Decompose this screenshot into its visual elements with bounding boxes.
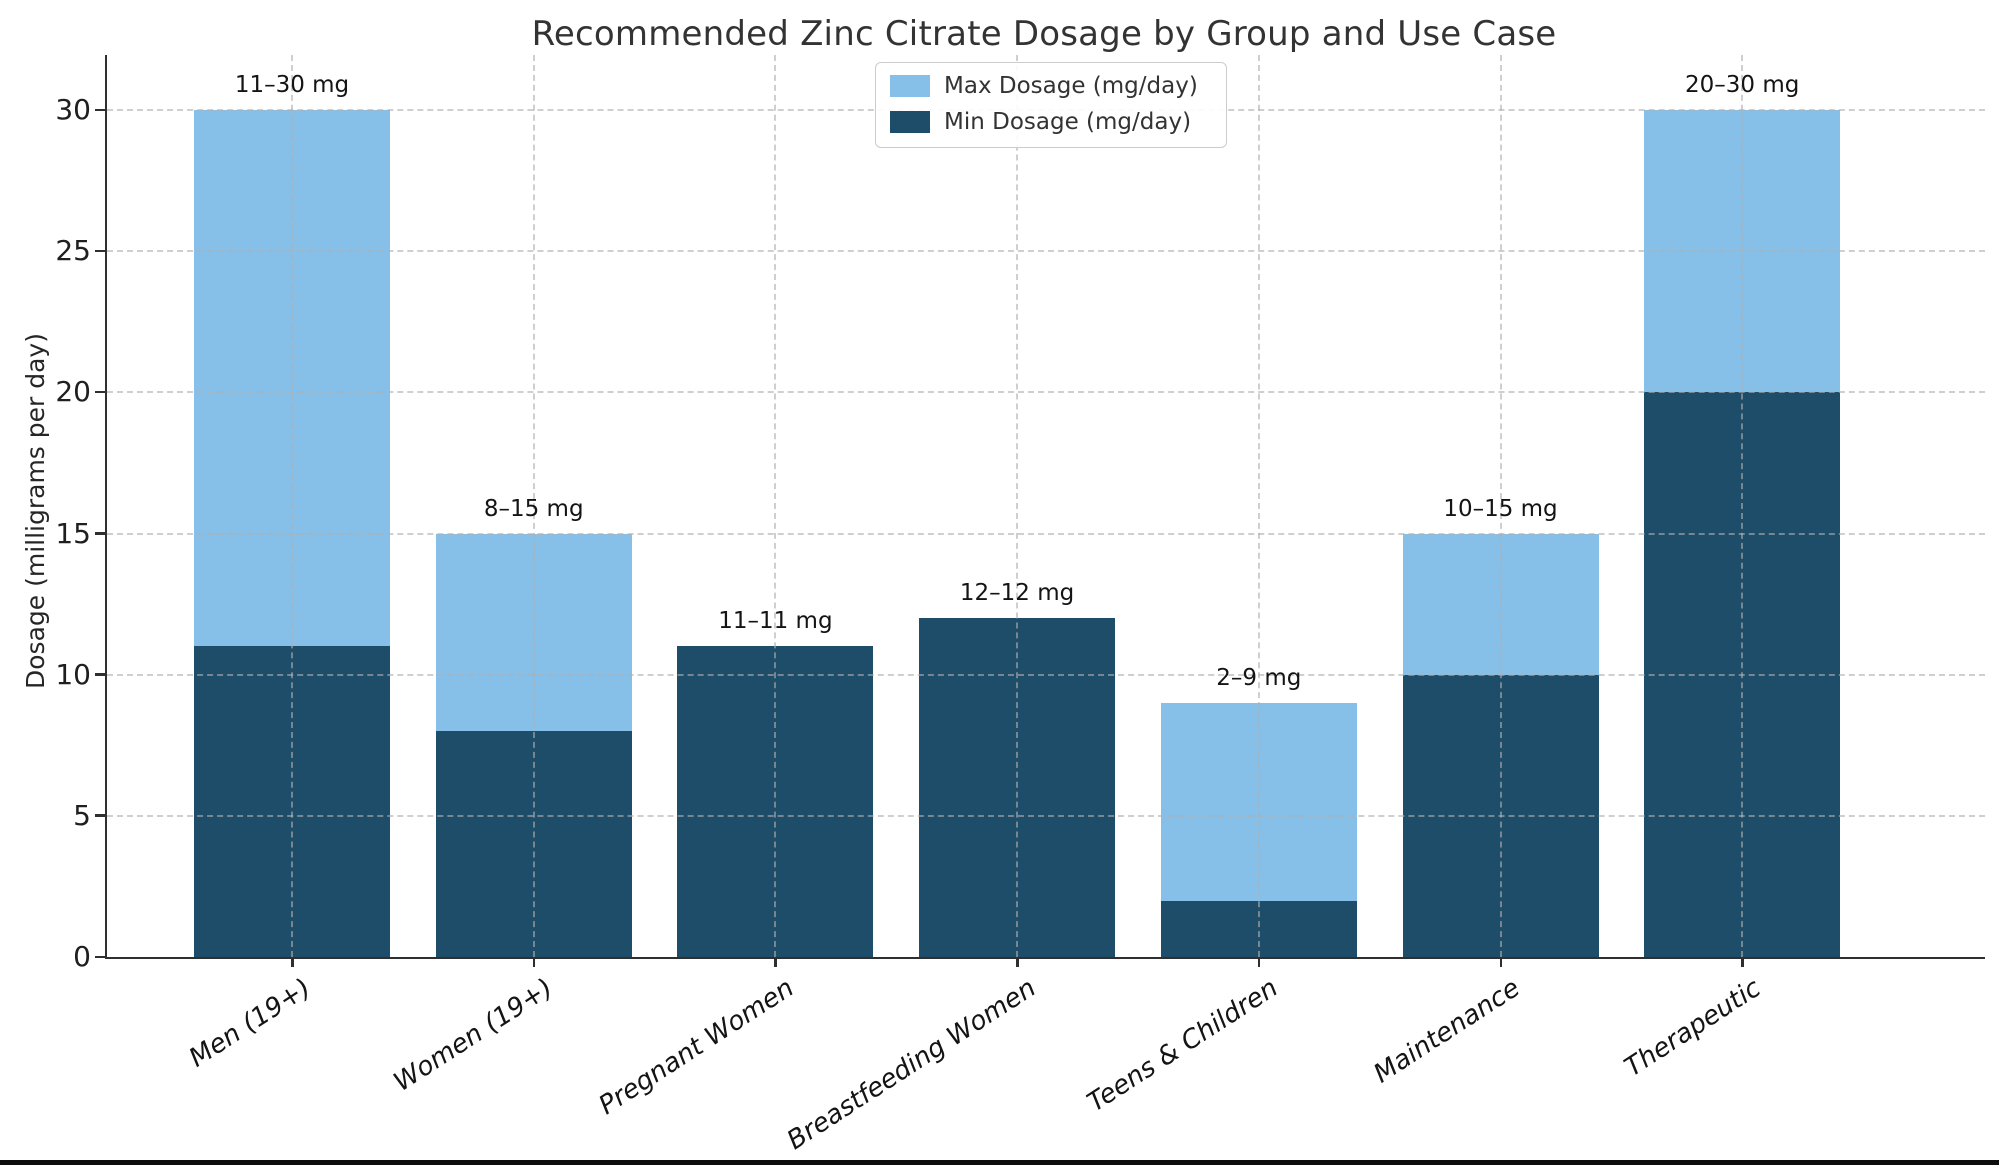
window-border-bottom (0, 1160, 1999, 1165)
x-tick-mark-3 (1016, 958, 1019, 967)
chart-title: Recommended Zinc Citrate Dosage by Group… (531, 14, 1557, 54)
x-tick-mark-4 (1257, 958, 1261, 967)
y-tick-label-5: 5 (73, 798, 91, 832)
x-tick-label-2: Pregnant Women (594, 973, 800, 1122)
bar-annotation-0: 11–30 mg (234, 72, 350, 98)
y-tick-mark-10 (95, 673, 107, 676)
x-tick-label-5: Maintenance (1368, 973, 1525, 1090)
x-tick-label-6: Therapeutic (1619, 973, 1767, 1083)
y-tick-label-25: 25 (55, 234, 91, 268)
bar-min-2 (677, 646, 874, 957)
x-tick-mark-5 (1499, 958, 1502, 967)
legend-label-min: Min Dosage (mg/day) (944, 109, 1192, 135)
x-tick-mark-1 (532, 958, 536, 967)
chart-legend: Max Dosage (mg/day) Min Dosage (mg/day) (875, 62, 1227, 148)
bar-min-5 (1402, 674, 1599, 957)
bar-annotation-2: 11–11 mg (718, 608, 833, 635)
y-tick-mark-15 (95, 532, 107, 535)
y-tick-mark-5 (95, 814, 107, 817)
y-tick-label-0: 0 (73, 940, 91, 973)
x-tick-label-1: Women (19+) (388, 973, 559, 1098)
bar-min-6 (1644, 392, 1841, 957)
x-tick-label-4: Teens & Children (1082, 973, 1284, 1119)
x-tick-label-0: Men (19+) (183, 973, 317, 1074)
legend-item-min-dosage: Min Dosage (mg/day) (890, 109, 1210, 135)
bar-min-4 (1160, 900, 1357, 957)
x-tick-mark-6 (1741, 958, 1744, 967)
bar-min-3 (919, 618, 1116, 957)
bar-annotation-4: 2–9 mg (1216, 664, 1302, 691)
legend-item-max-dosage: Max Dosage (mg/day) (890, 73, 1210, 99)
bar-min-0 (194, 646, 390, 957)
plot-area: Max Dosage (mg/day) Min Dosage (mg/day) … (55, 55, 1985, 1156)
y-tick-label-30: 30 (55, 93, 91, 126)
y-tick-mark-20 (95, 390, 107, 394)
x-tick-mark-0 (291, 958, 294, 967)
bar-annotation-3: 12–12 mg (959, 580, 1075, 607)
y-tick-label-20: 20 (55, 375, 91, 409)
y-tick-mark-0 (95, 955, 107, 958)
legend-swatch-max-icon (890, 75, 930, 97)
bar-min-1 (435, 731, 632, 957)
legend-label-max: Max Dosage (mg/day) (944, 73, 1198, 99)
x-tick-label-3: Breastfeeding Women (782, 973, 1042, 1156)
bar-annotation-5: 10–15 mg (1443, 495, 1558, 522)
y-tick-mark-25 (95, 249, 107, 253)
bar-annotation-6: 20–30 mg (1685, 72, 1800, 98)
bar-annotation-1: 8–15 mg (483, 495, 584, 522)
x-tick-mark-2 (774, 958, 777, 967)
legend-swatch-min-icon (890, 111, 930, 133)
y-tick-mark-30 (95, 108, 107, 111)
y-tick-label-15: 15 (55, 516, 91, 550)
y-tick-label-10: 10 (55, 657, 91, 691)
